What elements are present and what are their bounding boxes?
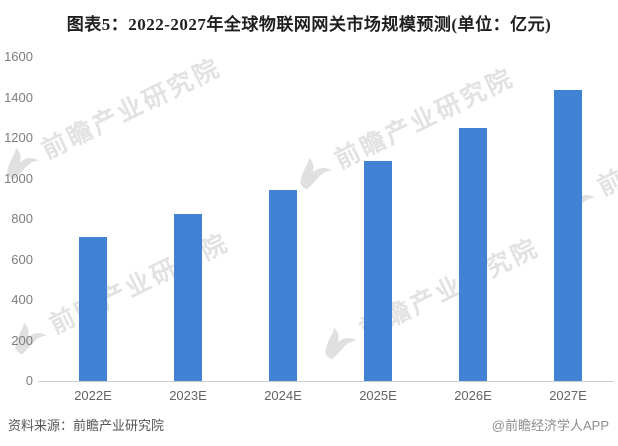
bar-2022E	[79, 237, 107, 381]
watermark-tile: 前瞻产业研究院	[314, 228, 545, 365]
watermark-text: 前瞻产业研究院	[45, 228, 234, 340]
x-tick-label-2024E: 2024E	[264, 388, 302, 403]
x-tick-label-2026E: 2026E	[454, 388, 492, 403]
y-tick-label: 400	[11, 292, 33, 307]
watermark-tile: 前瞻产业研究院	[0, 48, 227, 185]
y-tick-label: 0	[25, 373, 33, 388]
watermark-text: 前瞻产业研究院	[37, 53, 226, 165]
bar-2025E	[364, 161, 392, 381]
bar-2026E	[459, 127, 487, 381]
x-tick-label-2025E: 2025E	[359, 388, 397, 403]
y-tick-label: 1600	[4, 49, 33, 64]
bar-2023E	[174, 213, 202, 381]
y-tick-label: 1400	[4, 89, 33, 105]
x-tick-label-2023E: 2023E	[169, 388, 207, 403]
watermark-text: 前瞻产业研究院	[330, 63, 519, 175]
y-tick-label: 800	[11, 211, 33, 226]
watermark-text: 前瞻产业研究院	[593, 90, 618, 202]
y-tick-label: 600	[11, 251, 33, 267]
x-tick-label-2022E: 2022E	[74, 388, 112, 403]
x-axis-line	[38, 381, 614, 382]
y-tick-label: 200	[11, 332, 33, 348]
qianzhan-bird-icon	[300, 157, 332, 190]
qianzhan-bird-icon	[325, 327, 357, 360]
credit-note: @前瞻经济学人APP	[491, 418, 609, 433]
chart-title: 图表5：2022-2027年全球物联网网关市场规模预测(单位：亿元)	[66, 15, 552, 34]
bar-2024E	[269, 189, 297, 381]
y-tick-label: 1200	[4, 130, 33, 145]
x-tick-label-2027E: 2027E	[549, 388, 587, 403]
y-tick-label: 1000	[4, 170, 33, 186]
bar-2027E	[554, 90, 582, 381]
source-note: 资料来源：前瞻产业研究院	[8, 418, 165, 433]
